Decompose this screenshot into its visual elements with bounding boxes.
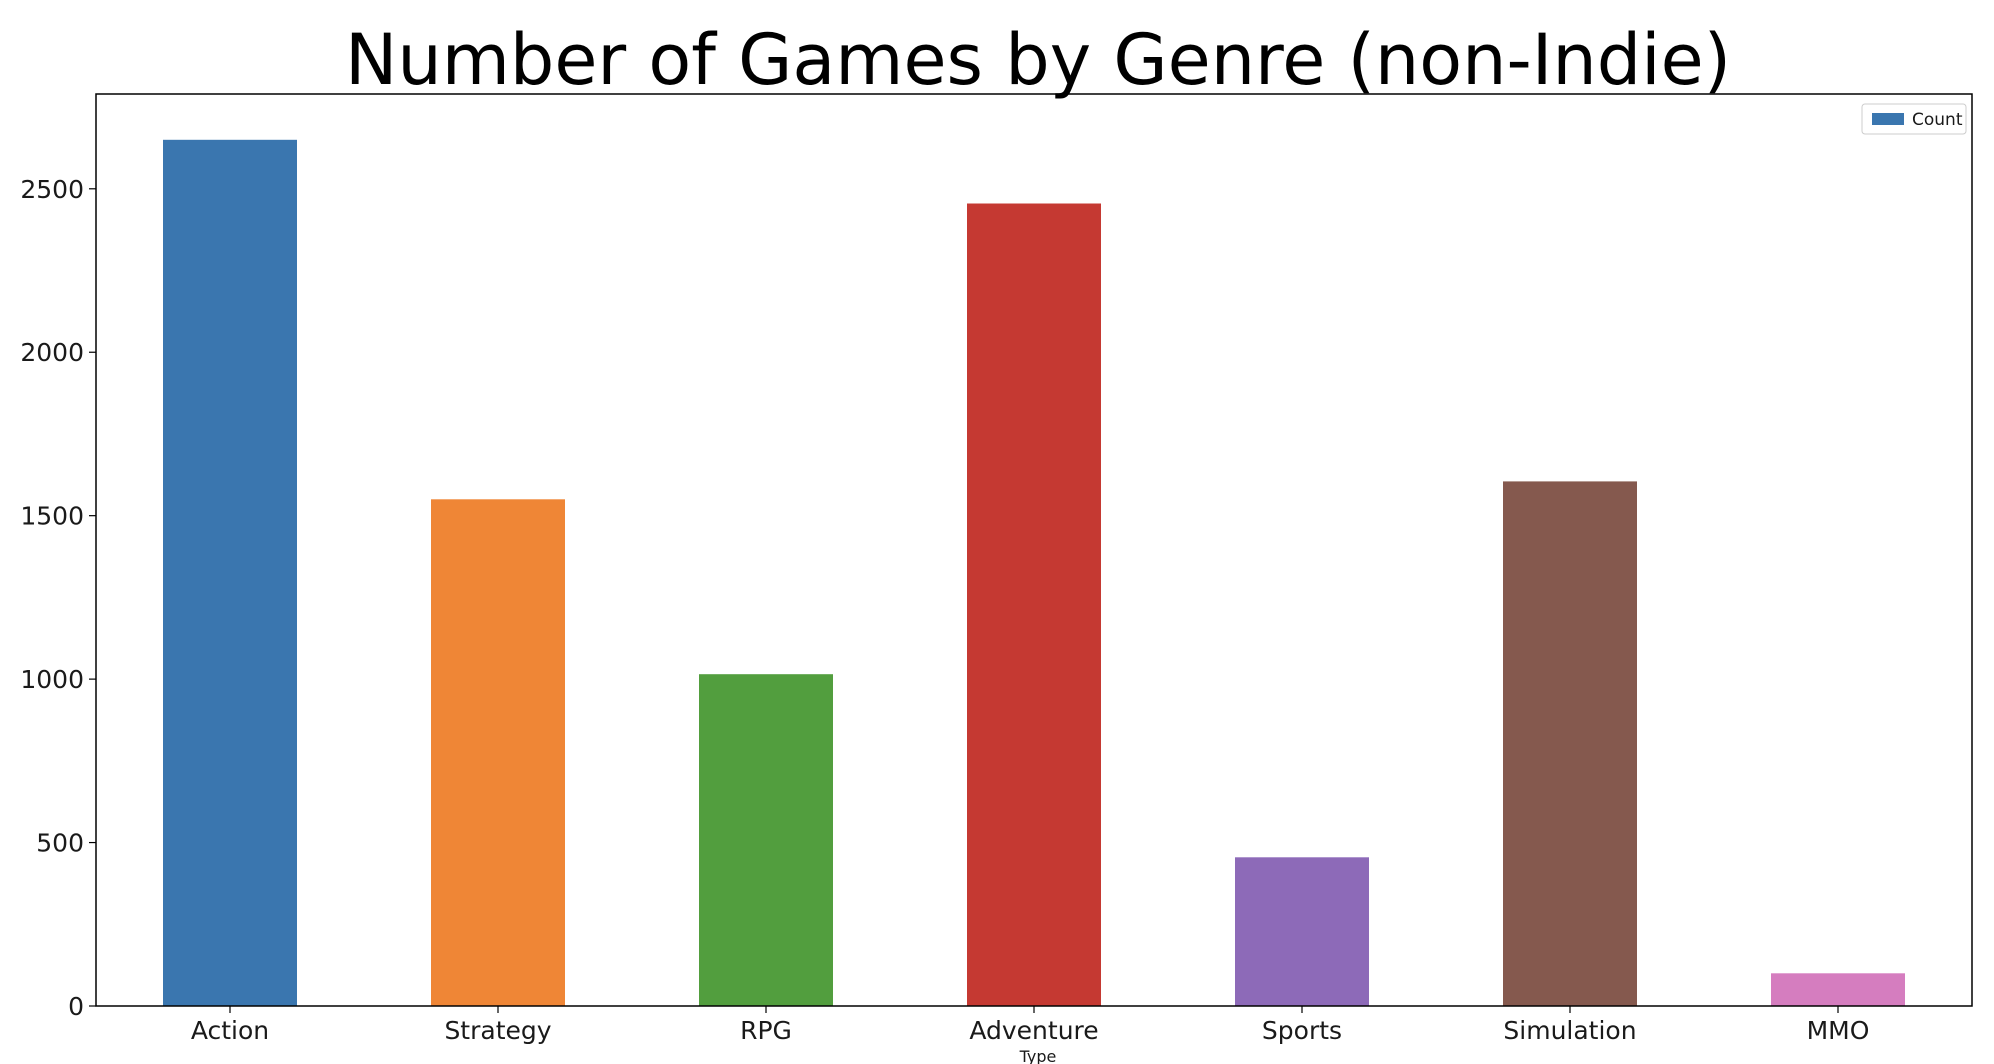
bars-group: [163, 139, 1905, 1007]
bar-adventure: [967, 203, 1101, 1006]
y-tick-label: 2500: [20, 175, 84, 204]
legend: Count: [1861, 103, 1967, 135]
x-tick-label: Simulation: [1503, 1016, 1636, 1045]
y-tick-label: 1500: [20, 502, 84, 531]
y-axis: 0 500 1000 1500 2000 2500: [20, 175, 96, 1021]
chart-title: Number of Games by Genre (non-Indie): [345, 19, 1731, 101]
bar-strategy: [431, 499, 565, 1006]
x-tick-label: Sports: [1262, 1016, 1342, 1045]
x-tick-label: MMO: [1807, 1016, 1870, 1045]
legend-swatch-count: [1872, 113, 1904, 125]
x-axis: Action Strategy RPG Adventure Sports Simulati…: [191, 1006, 1870, 1045]
y-tick-label: 0: [68, 992, 84, 1021]
bar-action: [163, 139, 297, 1007]
bar-simulation: [1503, 481, 1637, 1006]
x-tick-label: Adventure: [969, 1016, 1098, 1045]
x-tick-label: Action: [191, 1016, 269, 1045]
bar-sports: [1235, 857, 1369, 1006]
legend-box: [1861, 103, 1967, 135]
x-tick-label: RPG: [740, 1016, 792, 1045]
y-tick-label: 1000: [20, 665, 84, 694]
y-tick-label: 2000: [20, 338, 84, 367]
x-tick-label: Strategy: [444, 1016, 551, 1045]
legend-label-count: Count: [1912, 110, 1963, 130]
x-axis-label: Type: [1019, 1047, 1057, 1064]
bar-mmo: [1771, 973, 1905, 1006]
y-tick-label: 500: [36, 829, 84, 858]
bar-rpg: [699, 674, 833, 1006]
